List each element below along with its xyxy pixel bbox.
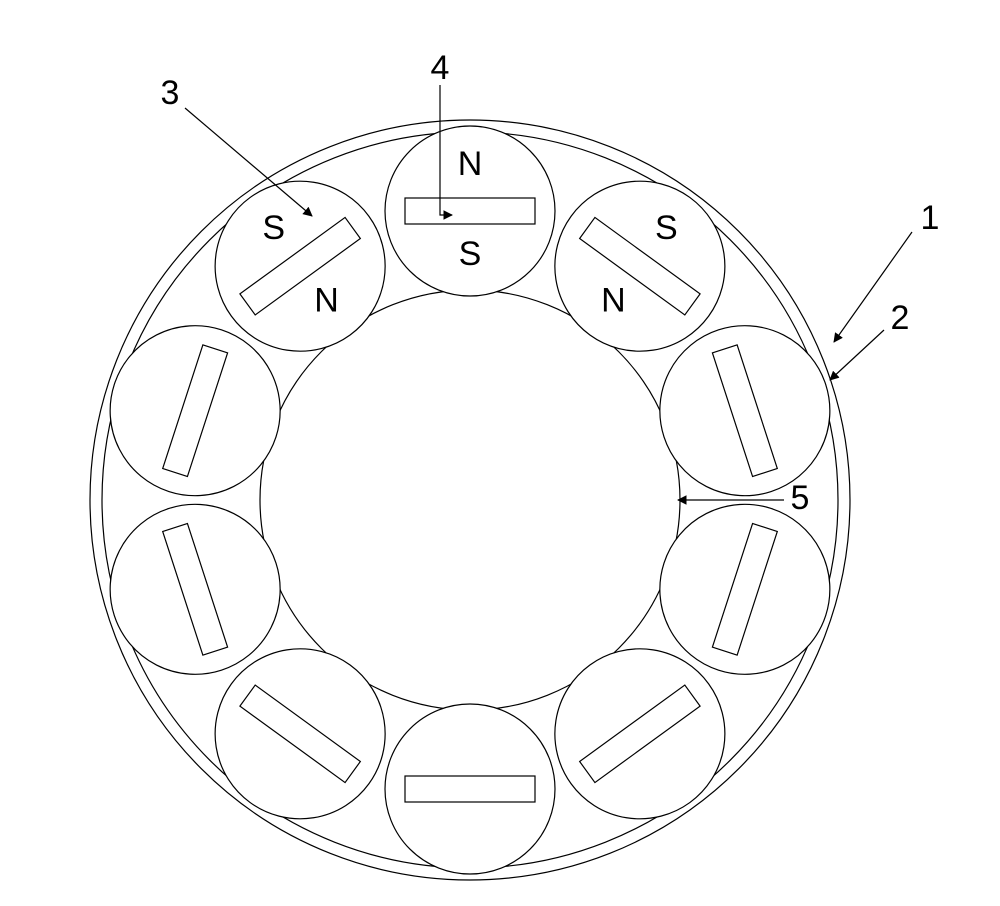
callout-label-4: 4 — [431, 49, 450, 87]
pole-outer-0: N — [458, 145, 483, 183]
callout-label-2: 2 — [891, 299, 910, 337]
pocket-5 — [385, 704, 555, 874]
pole-inner-0: S — [459, 235, 482, 273]
pole-outer-9: S — [262, 209, 285, 247]
bar-magnet — [405, 776, 535, 802]
callout-label-3: 3 — [161, 74, 180, 112]
bar-magnet — [405, 198, 535, 224]
pole-outer-1: S — [655, 209, 678, 247]
pole-inner-1: N — [601, 282, 626, 320]
callout-label-1: 1 — [921, 199, 940, 237]
pole-inner-9: N — [314, 282, 339, 320]
inner-circle — [260, 290, 680, 710]
callout-label-5: 5 — [791, 479, 810, 517]
callout-leader-2 — [830, 330, 884, 380]
